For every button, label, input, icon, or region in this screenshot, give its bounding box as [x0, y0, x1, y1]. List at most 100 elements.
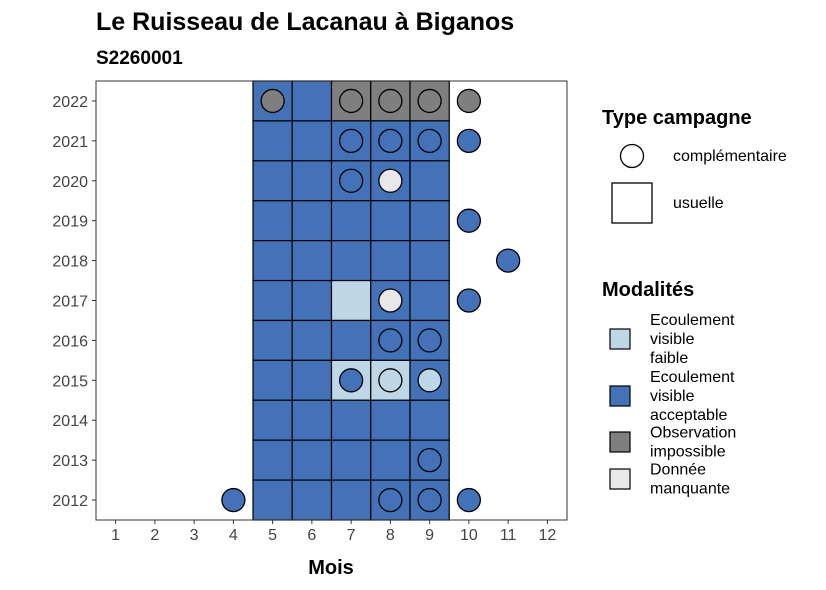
legend-key-acceptable	[609, 385, 631, 407]
x-tick-label-2: 2	[150, 527, 159, 544]
tile-2014-6	[291, 399, 333, 441]
x-tick-label-4: 4	[229, 527, 238, 544]
tile-2016-5	[252, 319, 293, 361]
point-2012-9	[417, 487, 442, 513]
y-tick-label-2018: 2018	[52, 254, 88, 271]
tile-2014-5	[252, 399, 293, 441]
tile-2014-8	[370, 399, 411, 441]
tile-2020-9	[409, 160, 450, 202]
y-tick-label-2013: 2013	[52, 453, 88, 470]
x-axis-ticks: 1 2 3 4 5 6 7 8 9 10 11 12	[111, 520, 556, 544]
legend-label-line: Donnée	[650, 462, 706, 479]
point-2017-10	[456, 288, 482, 313]
point-2022-7	[338, 88, 364, 114]
chart-subtitle: S2260001	[96, 48, 183, 69]
tile-2021-5	[252, 120, 293, 162]
tile-2020-5	[252, 160, 293, 202]
point-2016-9	[417, 328, 442, 353]
legend-label-line: Ecoulement	[650, 312, 735, 329]
legend-key-complementaire	[619, 143, 645, 169]
tile-2013-7	[330, 439, 372, 481]
y-tick-label-2022: 2022	[52, 94, 88, 111]
plot-area	[95, 80, 568, 521]
point-2012-10	[456, 487, 482, 513]
y-tick-label-2016: 2016	[52, 333, 88, 350]
legend-modalites: Modalités Ecoulement visible faibleEcoulem…	[602, 279, 736, 498]
tile-2015-5	[252, 359, 293, 401]
point-2022-9	[417, 88, 442, 114]
x-tick-label-1: 1	[111, 527, 120, 544]
y-tick-label-2012: 2012	[52, 493, 88, 510]
tile-2022-6	[291, 80, 333, 122]
tile-2016-6	[291, 319, 333, 361]
legend-modalites-title: Modalités	[602, 279, 694, 301]
y-tick-label-2014: 2014	[52, 413, 88, 430]
tile-2018-5	[252, 240, 293, 282]
point-2022-8	[378, 88, 403, 114]
tile-2016-7	[330, 319, 372, 361]
y-tick-label-2021: 2021	[52, 134, 88, 151]
legend-label-impossible: Observation impossible	[650, 425, 736, 461]
x-tick-label-3: 3	[190, 527, 199, 544]
tile-2021-6	[291, 120, 333, 162]
point-2021-8	[378, 128, 403, 154]
tile-2017-6	[291, 279, 333, 322]
legend-label-line: Observation	[650, 425, 736, 442]
tile-2012-5	[252, 479, 293, 521]
x-tick-label-6: 6	[307, 527, 316, 544]
legend-label-usuelle: usuelle	[673, 195, 724, 212]
legend-type-campagne: Type campagne complémentaire usuelle	[602, 107, 787, 224]
tile-2017-7	[330, 279, 372, 322]
legend-key-faible	[609, 328, 631, 350]
tile-2019-8	[370, 200, 411, 242]
legend-type-title: Type campagne	[602, 107, 752, 129]
legend-label-faible: Ecoulement visible faible	[650, 312, 735, 367]
x-tick-label-5: 5	[268, 527, 277, 544]
point-2015-8	[378, 368, 403, 393]
tile-2017-9	[409, 279, 450, 322]
x-axis-label: Mois	[308, 557, 354, 579]
x-tick-label-8: 8	[386, 527, 395, 544]
x-tick-label-12: 12	[538, 527, 556, 544]
tile-2012-7	[330, 479, 372, 521]
legend-label-line: faible	[650, 350, 688, 367]
x-tick-label-11: 11	[500, 527, 517, 544]
point-2013-9	[417, 447, 442, 473]
point-2015-7	[338, 368, 364, 393]
y-tick-label-2015: 2015	[52, 373, 88, 390]
legend-label-line: impossible	[650, 444, 726, 461]
point-2020-7	[338, 168, 364, 193]
tile-2018-8	[370, 240, 411, 282]
legend-label-line: acceptable	[650, 407, 727, 424]
point-2021-9	[417, 128, 442, 154]
point-2012-8	[378, 487, 403, 513]
legend-label-manquante: Donnée manquante	[650, 462, 730, 498]
tile-2019-5	[252, 200, 293, 242]
tile-2013-5	[252, 439, 293, 481]
point-2020-8	[378, 168, 403, 193]
tile-2017-5	[252, 279, 293, 322]
legend-label-complementaire: complémentaire	[673, 148, 787, 165]
point-2018-11	[495, 248, 521, 273]
tile-2020-6	[291, 160, 333, 202]
tile-2012-6	[291, 479, 333, 521]
point-2021-7	[338, 128, 364, 154]
tile-2015-6	[291, 359, 333, 401]
chart-title: Le Ruisseau de Lacanau à Biganos	[96, 8, 514, 36]
legend-key-impossible	[609, 431, 631, 453]
tile-2014-9	[409, 399, 450, 441]
y-tick-label-2020: 2020	[52, 174, 88, 191]
point-2021-10	[456, 128, 482, 154]
legend-key-usuelle	[611, 182, 653, 224]
point-2016-8	[378, 328, 403, 353]
tile-2019-7	[330, 200, 372, 242]
tile-2013-8	[370, 439, 411, 481]
y-tick-label-2019: 2019	[52, 214, 88, 231]
point-2022-5	[260, 88, 285, 114]
legend-label-line: visible	[650, 331, 695, 348]
point-2017-8	[378, 288, 403, 313]
legend-label-acceptable: Ecoulement visible acceptable	[650, 369, 735, 424]
point-2015-9	[417, 368, 442, 393]
legend-label-line: Ecoulement	[650, 369, 735, 386]
